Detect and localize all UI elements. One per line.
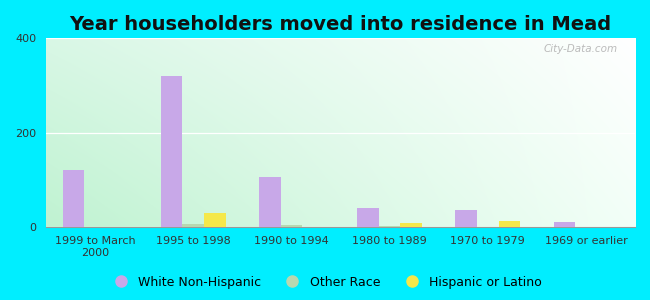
Bar — [281, 225, 302, 227]
Bar — [259, 177, 281, 227]
Bar — [379, 226, 400, 227]
Bar — [455, 210, 477, 227]
Bar — [62, 170, 84, 227]
Bar — [499, 221, 520, 227]
Text: City-Data.com: City-Data.com — [543, 44, 618, 54]
Bar — [204, 213, 226, 227]
Bar — [400, 223, 422, 227]
Bar — [554, 222, 575, 227]
Bar — [357, 208, 379, 227]
Legend: White Non-Hispanic, Other Race, Hispanic or Latino: White Non-Hispanic, Other Race, Hispanic… — [103, 271, 547, 294]
Bar — [161, 76, 183, 227]
Bar — [183, 224, 204, 227]
Title: Year householders moved into residence in Mead: Year householders moved into residence i… — [70, 15, 612, 34]
